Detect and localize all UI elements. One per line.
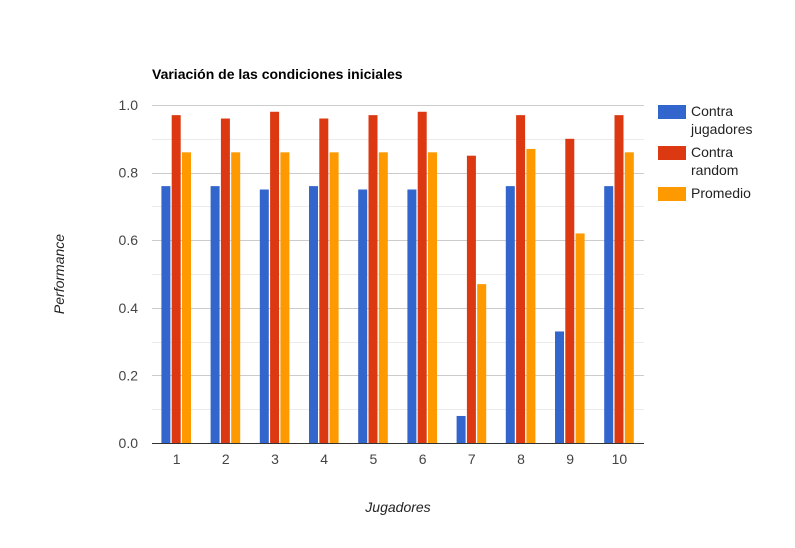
bar-player-2-series-3 [231,152,241,443]
legend-swatch [658,105,686,119]
bar-player-6-series-3 [428,152,437,443]
bar-player-8-series-3 [526,148,536,443]
chart-title: Variación de las condiciones iniciales [152,66,403,82]
legend-label: Promedio [691,185,751,201]
x-tick-label: 3 [271,451,279,467]
y-tick-label: 0.4 [119,300,139,316]
x-tick-label: 4 [320,451,328,467]
y-tick-label: 1.0 [119,97,139,113]
bar-player-5-series-1 [358,189,368,443]
bar-player-6-series-2 [417,111,427,443]
x-tick-label: 9 [566,451,574,467]
y-tick-label: 0.6 [119,232,139,248]
x-tick-label: 6 [419,451,427,467]
y-axis-label: Performance [51,234,67,314]
x-axis-label: Jugadores [364,499,430,515]
legend-swatch [658,187,686,201]
x-tick-label: 8 [517,451,525,467]
bar-player-4-series-2 [319,118,329,444]
bar-player-7-series-1 [456,415,466,443]
x-tick-label: 7 [468,451,476,467]
bar-player-9-series-3 [575,233,585,443]
legend-swatch [658,146,686,160]
legend-item: Promedio [658,185,751,201]
x-tick-label: 1 [173,451,181,467]
legend: Contra jugadores Contra random Promedio [658,103,753,201]
bar-player-1-series-1 [161,186,171,443]
y-tick-label: 0.2 [119,367,139,383]
bar-player-2-series-2 [220,118,230,444]
bar-player-5-series-3 [378,152,388,443]
legend-label: Contra random [691,144,738,178]
legend-item: Contra jugadores [658,103,753,137]
bar-player-6-series-1 [407,189,417,443]
y-axis-ticks: 0.0 0.2 0.4 0.6 0.8 1.0 [119,97,139,451]
bar-player-8-series-1 [505,186,515,443]
bars [161,111,634,444]
legend-label: Contra jugadores [690,103,753,137]
bar-player-1-series-3 [182,152,191,443]
bar-player-4-series-3 [329,152,339,443]
bar-player-9-series-1 [555,331,564,443]
bar-player-7-series-2 [466,155,476,443]
y-tick-label: 0.0 [119,435,139,451]
x-tick-label: 5 [370,451,378,467]
bar-player-10-series-1 [604,186,614,443]
bar-player-2-series-1 [210,186,220,443]
bar-player-8-series-2 [516,115,526,443]
x-tick-label: 10 [612,451,628,467]
x-axis-ticks: 1 2 3 4 5 6 7 8 9 10 [173,451,628,467]
bar-player-3-series-3 [280,152,290,443]
bar-player-10-series-2 [614,115,624,443]
bar-player-1-series-2 [171,115,181,443]
bar-player-5-series-2 [368,115,378,443]
bar-player-9-series-2 [565,138,575,444]
bar-player-4-series-1 [309,186,318,443]
bar-player-7-series-3 [477,284,487,443]
bar-player-3-series-2 [270,111,280,443]
x-tick-label: 2 [222,451,230,467]
bar-player-3-series-1 [259,189,269,443]
legend-item: Contra random [658,144,738,178]
y-tick-label: 0.8 [119,165,139,181]
bar-player-10-series-3 [624,152,634,443]
